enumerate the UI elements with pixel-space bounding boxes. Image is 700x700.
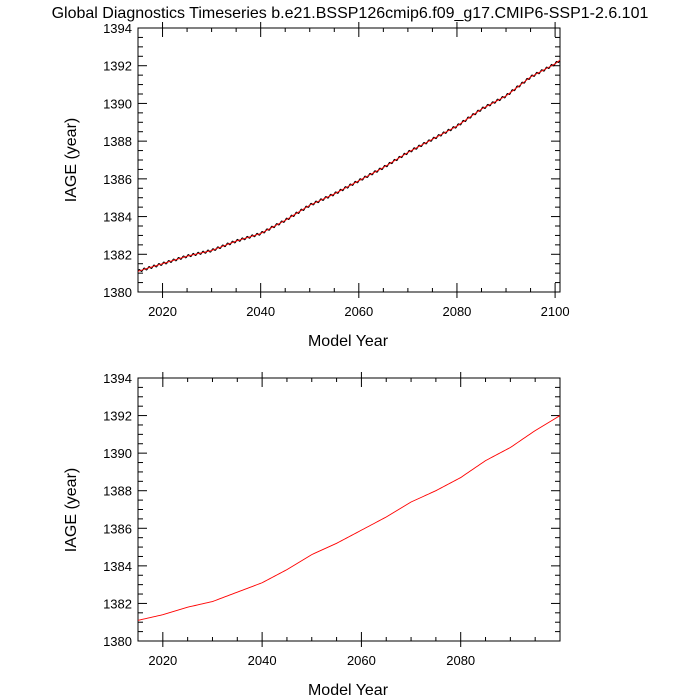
top-y-tick-label: 1388	[103, 134, 132, 149]
top-series-line-0	[137, 59, 561, 272]
top-x-tick-label: 2080	[442, 304, 471, 319]
top-y-axis-label: IAGE (year)	[63, 118, 80, 202]
top-x-axis-label: Model Year	[308, 333, 389, 350]
top-y-tick-label: 1380	[103, 285, 132, 300]
top-x-tick-label: 2100	[541, 304, 570, 319]
bottom-y-tick-label: 1392	[103, 409, 132, 424]
top-plot-frame	[137, 27, 561, 293]
bottom-y-tick-label: 1390	[103, 446, 132, 461]
top-x-tick-label: 2040	[246, 304, 275, 319]
figure-title: Global Diagnostics Timeseries b.e21.BSSP…	[52, 5, 649, 22]
bottom-y-tick-label: 1380	[103, 634, 132, 649]
bottom-y-tick-label: 1384	[103, 559, 132, 574]
bottom-series-line-0	[137, 415, 561, 621]
bottom-x-tick-label: 2020	[148, 653, 177, 668]
top-y-tick-label: 1394	[103, 21, 132, 36]
bottom-x-tick-label: 2040	[248, 653, 277, 668]
top-y-tick-label: 1392	[103, 59, 132, 74]
bottom-x-axis-label: Model Year	[308, 682, 389, 699]
top-chart: Model Year IAGE (year) 2020 2040 2060 2080 2…	[63, 21, 570, 350]
bottom-x-tick-label: 2060	[347, 653, 376, 668]
bottom-y-tick-label: 1394	[103, 371, 132, 386]
bottom-x-tick-label: 2080	[446, 653, 475, 668]
top-y-tick-label: 1384	[103, 210, 132, 225]
bottom-y-tick-label: 1382	[103, 596, 132, 611]
bottom-chart: Model Year IAGE (year) 2020 2040 2060 2080 1…	[63, 371, 561, 699]
top-y-tick-label: 1386	[103, 172, 132, 187]
bottom-y-tick-label: 1386	[103, 521, 132, 536]
top-y-tick-label: 1382	[103, 247, 132, 262]
top-x-tick-label: 2060	[344, 304, 373, 319]
bottom-plot-frame	[137, 377, 561, 642]
bottom-y-tick-label: 1388	[103, 484, 132, 499]
top-x-tick-label: 2020	[148, 304, 177, 319]
bottom-y-axis-label: IAGE (year)	[63, 468, 80, 552]
top-y-tick-label: 1390	[103, 96, 132, 111]
top-series-line-1	[137, 59, 561, 272]
